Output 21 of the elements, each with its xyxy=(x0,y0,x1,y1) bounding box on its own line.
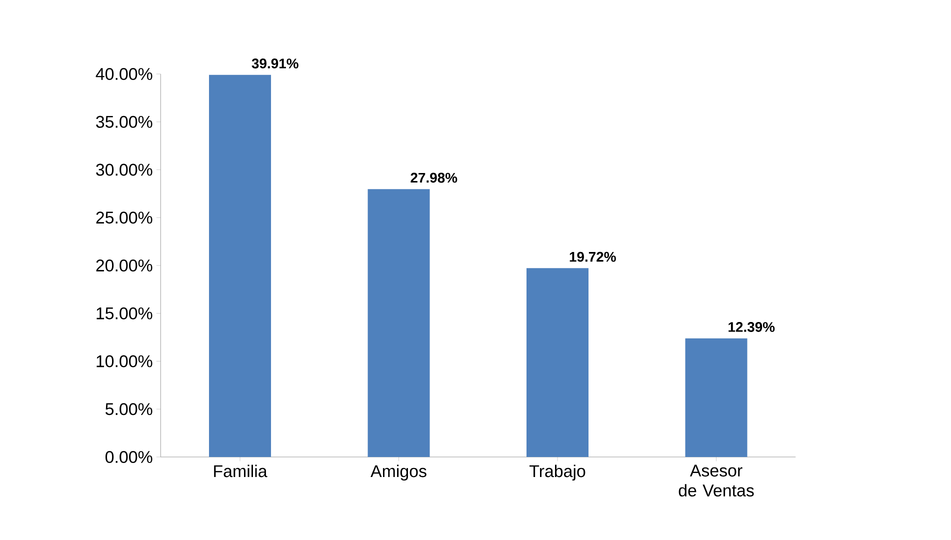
y-tick-label: 15.00% xyxy=(96,307,152,320)
y-tick-label: 30.00% xyxy=(96,164,152,176)
y-tick-label: 20.00% xyxy=(96,259,152,272)
data-label: 12.39% xyxy=(728,322,775,332)
y-tick-label: 25.00% xyxy=(96,212,152,224)
bar xyxy=(368,189,430,457)
x-tick-label: Amigos xyxy=(370,464,426,481)
x-tick-label: Trabajo xyxy=(529,464,586,481)
y-tick-label: 35.00% xyxy=(96,116,152,128)
x-tick-label: Familia xyxy=(214,464,268,478)
bar xyxy=(526,268,589,457)
bar xyxy=(685,338,748,457)
bar xyxy=(209,74,272,457)
x-tick-label: Asesor de Ventas xyxy=(678,464,754,497)
data-label: 19.72% xyxy=(570,252,616,262)
y-tick-label: 40.00% xyxy=(96,68,152,80)
y-tick-label: 5.00% xyxy=(106,403,152,416)
y-tick-label: 10.00% xyxy=(96,355,152,368)
data-label: 39.91% xyxy=(252,58,298,68)
y-tick-label: 0.00% xyxy=(105,450,152,463)
data-label: 27.98% xyxy=(410,172,458,183)
